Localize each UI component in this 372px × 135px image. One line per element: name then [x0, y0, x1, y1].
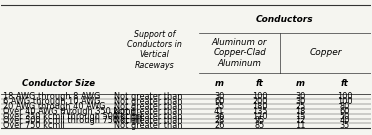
- Text: 60: 60: [340, 107, 350, 116]
- Text: ft: ft: [256, 79, 264, 88]
- Text: Not greater than: Not greater than: [114, 92, 183, 101]
- Text: Aluminum or
Copper-Clad
Aluminum: Aluminum or Copper-Clad Aluminum: [212, 38, 267, 68]
- Text: 55: 55: [214, 102, 224, 111]
- Text: 18 AWG through 8 AWG: 18 AWG through 8 AWG: [3, 92, 100, 101]
- Text: Not greater than: Not greater than: [114, 102, 183, 111]
- Text: Over 40 AWG through 350 kcmil: Over 40 AWG through 350 kcmil: [3, 107, 135, 116]
- Text: 200: 200: [252, 97, 267, 106]
- Text: 50: 50: [340, 112, 350, 121]
- Text: 6 AWG through 10 AWG: 6 AWG through 10 AWG: [3, 97, 101, 106]
- Text: Over 750 kcmil: Over 750 kcmil: [3, 121, 65, 130]
- Text: 30: 30: [295, 97, 305, 106]
- Text: 80: 80: [340, 102, 350, 111]
- Text: 36: 36: [214, 112, 224, 121]
- Text: m: m: [296, 79, 305, 88]
- Text: 41: 41: [214, 107, 224, 116]
- Text: Over 350 kcmil through 500 kcmil: Over 350 kcmil through 500 kcmil: [3, 112, 142, 121]
- Text: Not greater than: Not greater than: [114, 121, 183, 130]
- Text: 25: 25: [295, 102, 305, 111]
- Text: Conductors: Conductors: [256, 15, 314, 24]
- Text: 15: 15: [295, 112, 306, 121]
- Text: 100: 100: [337, 97, 353, 106]
- Text: 100: 100: [252, 92, 267, 101]
- Text: 60: 60: [214, 97, 224, 106]
- Text: Conductor Size: Conductor Size: [22, 79, 95, 88]
- Text: 40: 40: [340, 117, 350, 125]
- Text: 135: 135: [252, 107, 267, 116]
- Text: Not greater than: Not greater than: [114, 107, 183, 116]
- Text: 18: 18: [295, 107, 306, 116]
- Text: 11: 11: [295, 121, 306, 130]
- Text: 35: 35: [340, 121, 350, 130]
- Text: 12: 12: [295, 117, 306, 125]
- Text: 26: 26: [214, 121, 224, 130]
- Text: 30: 30: [214, 92, 224, 101]
- Text: 30: 30: [295, 92, 305, 101]
- Text: Not greater than: Not greater than: [114, 97, 183, 106]
- Text: m: m: [215, 79, 224, 88]
- Text: 120: 120: [252, 112, 267, 121]
- Text: 20 AWG through 40 AWG: 20 AWG through 40 AWG: [3, 102, 106, 111]
- Text: Copper: Copper: [309, 48, 341, 58]
- Text: ft: ft: [341, 79, 349, 88]
- Text: 100: 100: [337, 92, 353, 101]
- Text: Not greater than: Not greater than: [114, 112, 183, 121]
- Text: 28: 28: [214, 117, 224, 125]
- Text: 85: 85: [255, 121, 265, 130]
- Text: 95: 95: [255, 117, 265, 125]
- Text: Over 500 kcmil through 750 kcmil: Over 500 kcmil through 750 kcmil: [3, 117, 142, 125]
- Text: 180: 180: [252, 102, 267, 111]
- Text: Support of
Conductors in
Vertical
Raceways: Support of Conductors in Vertical Racewa…: [127, 30, 182, 70]
- Text: Not greater than: Not greater than: [114, 117, 183, 125]
